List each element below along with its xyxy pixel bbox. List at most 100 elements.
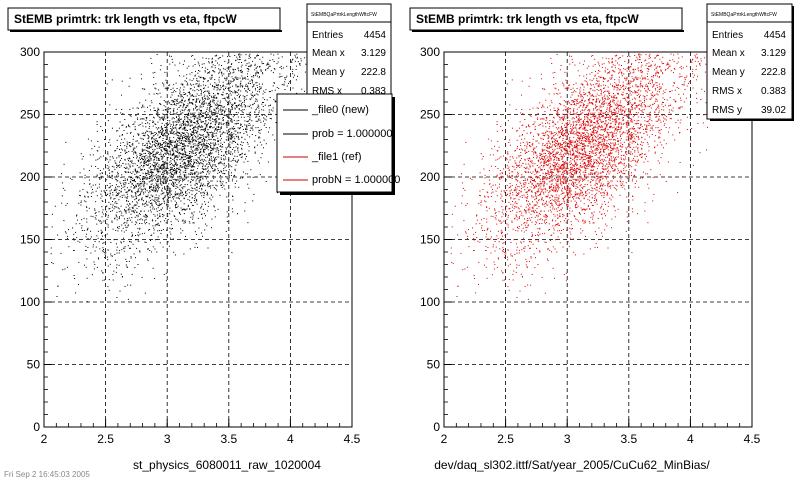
data-point	[270, 113, 272, 115]
data-point	[194, 140, 196, 142]
data-point	[123, 247, 124, 249]
data-point	[179, 188, 181, 190]
data-point	[166, 163, 168, 165]
data-point	[101, 175, 103, 177]
data-point	[144, 161, 146, 163]
data-point	[101, 221, 103, 223]
data-point	[243, 133, 245, 134]
data-point	[609, 100, 611, 102]
data-point	[244, 77, 246, 79]
data-point	[614, 71, 616, 73]
data-point	[173, 196, 175, 198]
data-point	[171, 142, 172, 144]
data-point	[139, 187, 141, 189]
data-point	[124, 196, 126, 198]
data-point	[221, 75, 223, 77]
data-point	[204, 90, 206, 92]
data-point	[154, 191, 156, 193]
data-point	[239, 77, 241, 79]
data-point	[129, 142, 131, 143]
data-point	[209, 162, 211, 164]
data-point	[186, 138, 188, 140]
data-point	[160, 208, 162, 210]
data-point	[145, 241, 147, 243]
data-point	[228, 139, 230, 141]
data-point	[165, 79, 167, 81]
data-point	[215, 118, 217, 120]
data-point	[258, 112, 260, 114]
data-point	[121, 276, 123, 278]
data-point	[220, 171, 222, 172]
data-point	[166, 135, 168, 137]
data-point	[272, 110, 274, 112]
data-point	[107, 259, 109, 261]
data-point	[258, 113, 259, 115]
data-point	[502, 235, 503, 237]
data-point	[201, 139, 203, 140]
data-point	[224, 110, 225, 112]
data-point	[190, 169, 192, 171]
data-point	[156, 159, 158, 161]
data-point	[212, 149, 214, 151]
data-point	[232, 211, 234, 213]
data-point	[180, 137, 181, 139]
data-point	[157, 222, 159, 224]
data-point	[255, 73, 257, 75]
data-point	[261, 63, 263, 65]
data-point	[272, 72, 274, 74]
data-point	[619, 180, 621, 182]
data-point	[276, 63, 278, 65]
data-point	[574, 185, 576, 187]
data-point	[197, 143, 199, 145]
data-point	[184, 134, 186, 136]
data-point	[210, 116, 212, 118]
data-point	[166, 203, 168, 205]
data-point	[238, 93, 240, 95]
data-point	[165, 169, 167, 171]
data-point	[114, 168, 116, 170]
data-point	[174, 168, 175, 169]
data-point	[94, 241, 96, 242]
data-point	[89, 154, 91, 156]
data-point	[234, 150, 236, 151]
data-point	[159, 177, 161, 179]
data-point	[216, 126, 218, 128]
data-point	[210, 123, 212, 125]
data-point	[179, 101, 181, 103]
data-point	[231, 133, 233, 135]
data-point	[205, 178, 207, 180]
data-point	[245, 131, 247, 133]
data-point	[556, 151, 558, 153]
data-point	[178, 102, 180, 104]
data-point	[163, 85, 165, 87]
data-point	[186, 158, 188, 160]
data-point	[137, 118, 139, 120]
data-point	[206, 225, 208, 227]
data-point	[194, 145, 196, 147]
data-point	[244, 88, 246, 90]
data-point	[181, 137, 183, 139]
data-point	[206, 123, 208, 125]
stats-value: 4454	[364, 30, 387, 41]
data-point	[238, 62, 240, 63]
data-point	[152, 206, 154, 208]
data-point	[239, 127, 241, 129]
data-point	[131, 162, 133, 164]
data-point	[143, 178, 145, 180]
x-tick-label: 2.5	[97, 432, 114, 446]
data-point	[240, 83, 242, 85]
data-point	[237, 123, 239, 124]
data-point	[168, 245, 170, 247]
data-point	[204, 144, 206, 146]
data-point	[165, 181, 167, 183]
data-point	[217, 170, 219, 172]
data-point	[159, 230, 161, 232]
data-point	[561, 158, 563, 160]
data-point	[169, 140, 171, 142]
data-point	[180, 175, 182, 177]
data-point	[162, 171, 164, 173]
data-point	[506, 256, 508, 258]
data-point	[618, 110, 619, 112]
data-point	[136, 183, 138, 185]
data-point	[180, 126, 182, 128]
